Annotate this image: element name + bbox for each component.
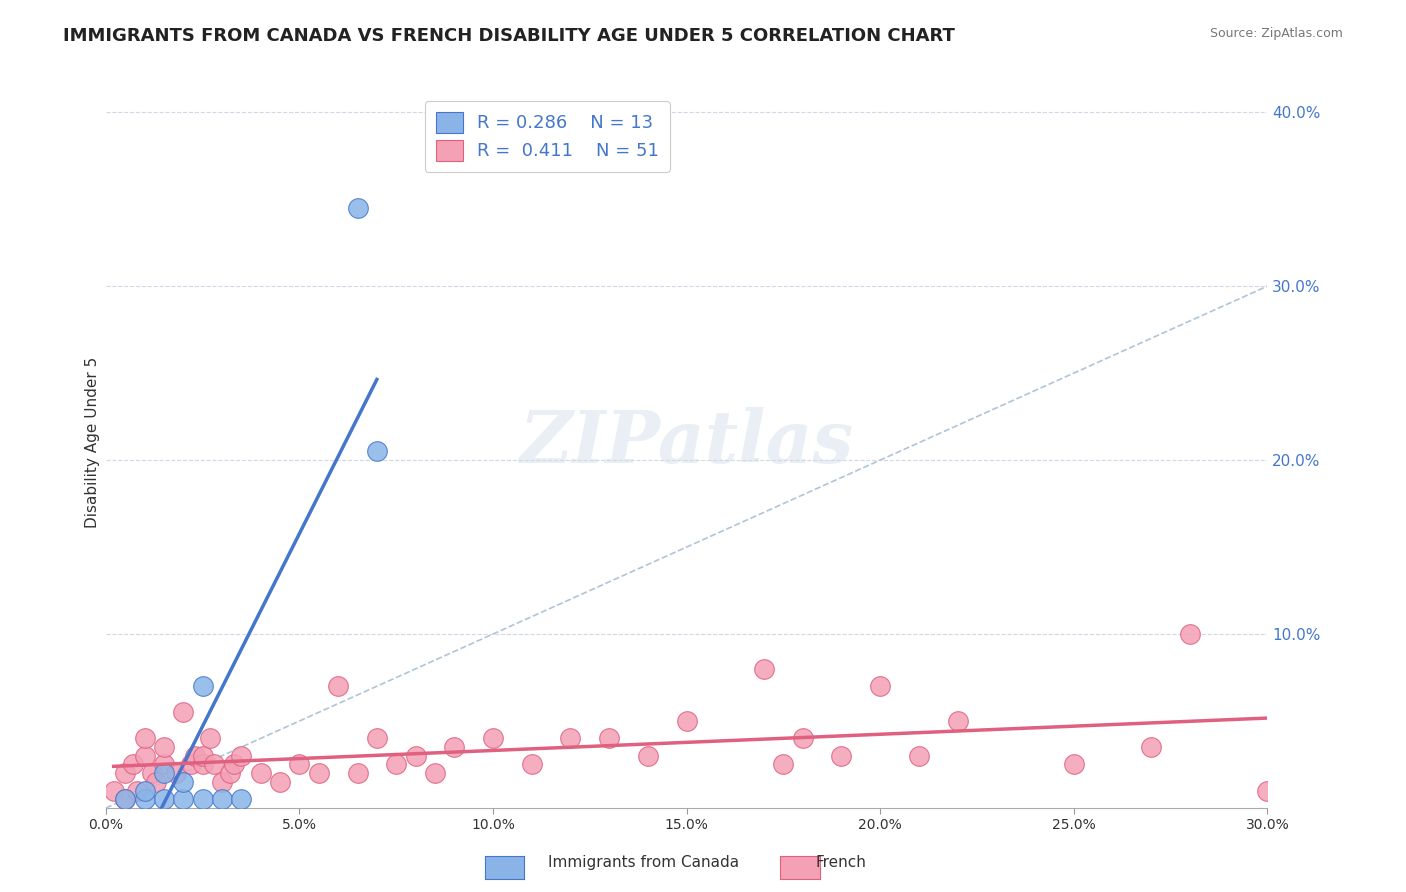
Point <box>153 740 176 755</box>
Point <box>443 740 465 755</box>
Point <box>231 748 253 763</box>
Text: Source: ZipAtlas.com: Source: ZipAtlas.com <box>1209 27 1343 40</box>
Point <box>191 748 214 763</box>
Point <box>1178 627 1201 641</box>
Point <box>153 792 176 806</box>
Point <box>772 757 794 772</box>
Point <box>191 679 214 693</box>
Text: French: French <box>815 855 866 870</box>
Text: IMMIGRANTS FROM CANADA VS FRENCH DISABILITY AGE UNDER 5 CORRELATION CHART: IMMIGRANTS FROM CANADA VS FRENCH DISABIL… <box>63 27 955 45</box>
Point <box>145 775 167 789</box>
Point <box>184 748 207 763</box>
Point <box>200 731 222 746</box>
Point <box>211 792 233 806</box>
Point <box>172 775 194 789</box>
Point <box>165 766 187 780</box>
Point <box>1256 783 1278 797</box>
Point <box>202 757 225 772</box>
Point <box>114 766 136 780</box>
Point <box>752 662 775 676</box>
Point <box>218 766 240 780</box>
Point <box>792 731 814 746</box>
Point <box>191 792 214 806</box>
Text: Immigrants from Canada: Immigrants from Canada <box>548 855 740 870</box>
Point <box>675 714 697 728</box>
Point <box>122 757 145 772</box>
Point <box>114 792 136 806</box>
Point <box>141 766 163 780</box>
Point <box>125 783 148 797</box>
Point <box>134 783 156 797</box>
Point <box>423 766 446 780</box>
Point <box>1063 757 1085 772</box>
Point <box>1140 740 1163 755</box>
Point <box>249 766 271 780</box>
Point <box>172 792 194 806</box>
Point <box>172 706 194 720</box>
Point <box>153 757 176 772</box>
Point <box>269 775 291 789</box>
Text: ZIPatlas: ZIPatlas <box>520 408 853 478</box>
Point <box>288 757 311 772</box>
Point <box>134 792 156 806</box>
Point <box>946 714 969 728</box>
Point <box>520 757 543 772</box>
Point <box>346 766 368 780</box>
Y-axis label: Disability Age Under 5: Disability Age Under 5 <box>86 357 100 528</box>
Point <box>908 748 931 763</box>
Point <box>482 731 505 746</box>
Point <box>637 748 659 763</box>
Point <box>211 775 233 789</box>
Point <box>103 783 125 797</box>
Point <box>405 748 427 763</box>
Legend: R = 0.286    N = 13, R =  0.411    N = 51: R = 0.286 N = 13, R = 0.411 N = 51 <box>425 101 669 171</box>
Point <box>231 792 253 806</box>
Point <box>869 679 891 693</box>
Point <box>134 731 156 746</box>
Point <box>180 757 202 772</box>
Point <box>134 748 156 763</box>
Point <box>560 731 582 746</box>
Point <box>328 679 350 693</box>
Point <box>222 757 245 772</box>
Point <box>346 201 368 215</box>
Point <box>830 748 852 763</box>
Point <box>114 792 136 806</box>
Point <box>366 731 388 746</box>
Point <box>153 766 176 780</box>
Point <box>385 757 408 772</box>
Point <box>598 731 620 746</box>
Point <box>308 766 330 780</box>
Point <box>366 444 388 458</box>
Point <box>191 757 214 772</box>
